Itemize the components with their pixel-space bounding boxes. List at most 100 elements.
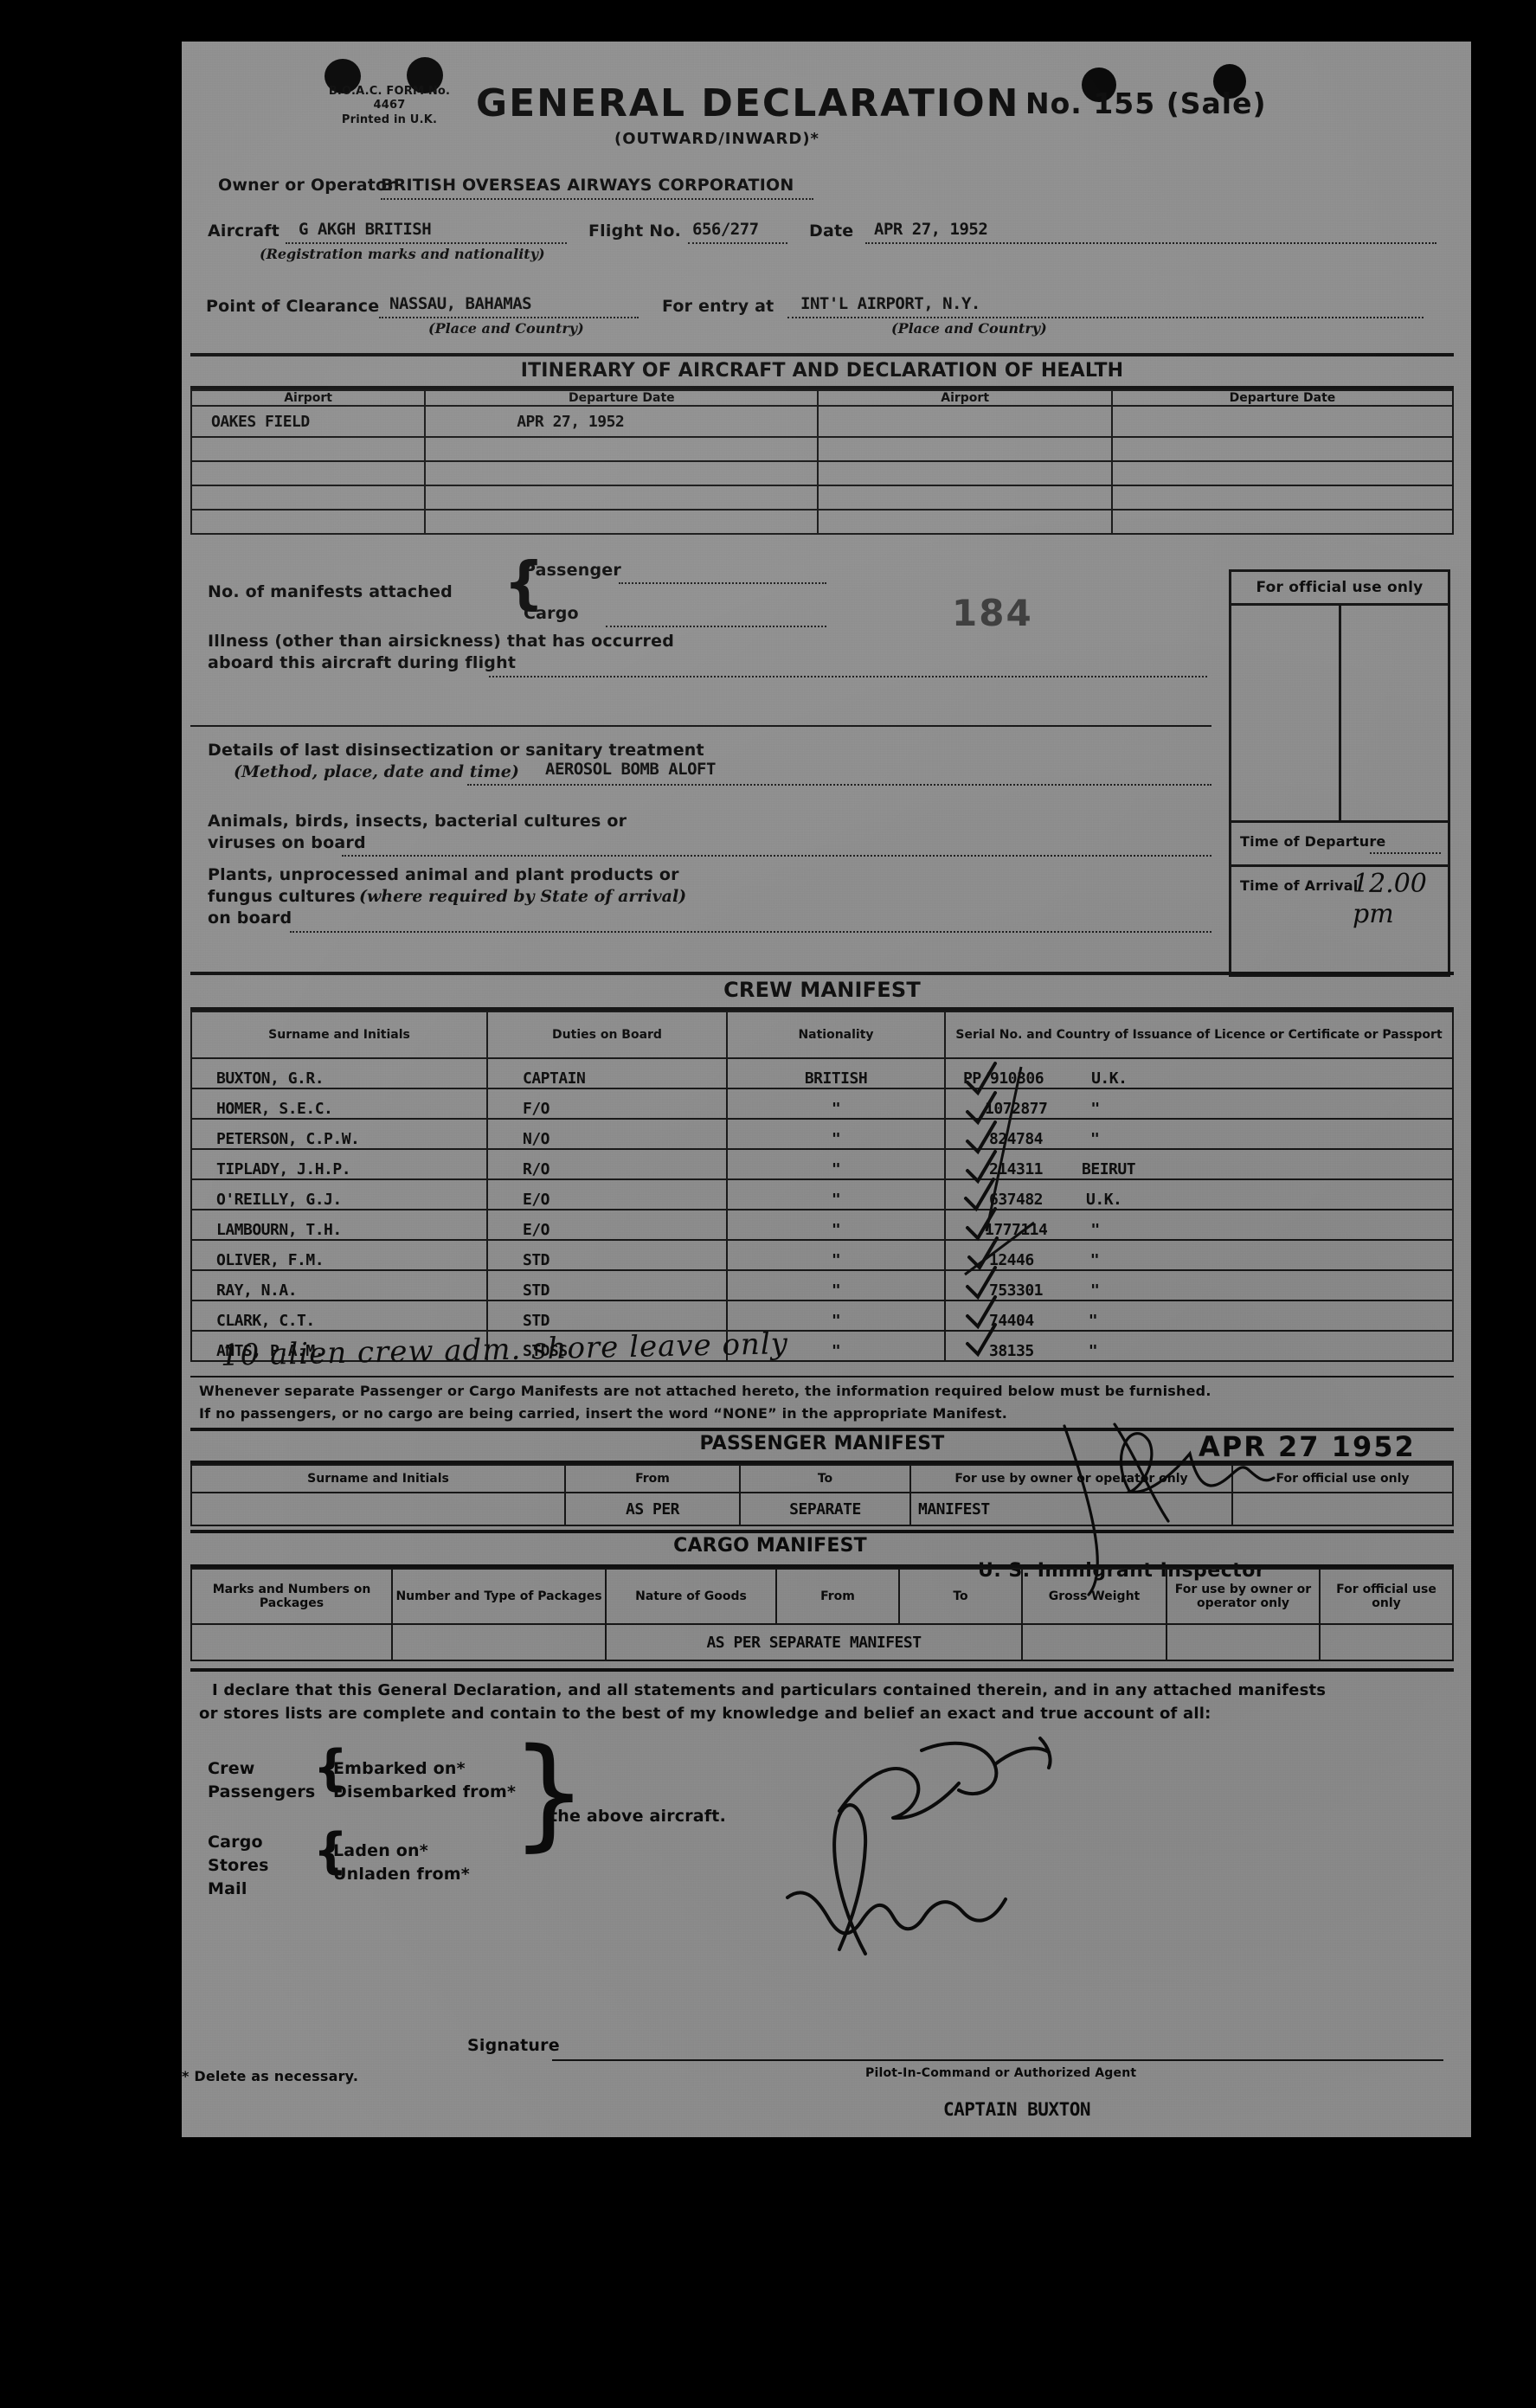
table-row: AS PER SEPARATE MANIFEST [190, 1623, 1454, 1661]
crew-nationality: " [726, 1300, 946, 1332]
official-use-cell-right [1341, 606, 1449, 820]
form-subtitle: (OUTWARD/INWARD)* [614, 130, 819, 148]
inspector-stamp-date: APR 27 1952 [1199, 1430, 1416, 1463]
crew-rows: BUXTON, G.R. CAPTAIN BRITISH PP/910306 U… [190, 1057, 1454, 1362]
cargo-col-official-use: For official use only [1319, 1568, 1454, 1625]
crew-serial: 1072877 [985, 1100, 1048, 1118]
crew-nationality: " [726, 1269, 946, 1301]
form-number: No. 155 (Sale) [1025, 87, 1267, 120]
cargo-col-owner-use: For use by owner or operator only [1166, 1568, 1321, 1625]
owner-rule [381, 198, 813, 200]
crew-name: CLARK, C.T. [190, 1300, 488, 1332]
crew-nationality: " [726, 1209, 946, 1241]
cargo-col-weight: Gross Weight [1021, 1568, 1167, 1625]
crew-serial: 753301 [989, 1281, 1044, 1300]
table-row: CLARK, C.T. STD " 74404 " [190, 1300, 1454, 1332]
crew-serial-cell: 1777114 " [944, 1209, 1454, 1241]
pilot-signature [786, 1737, 1052, 1955]
table-row: PETERSON, C.P.W. N/O " 824784 " [190, 1118, 1454, 1150]
itinerary-row [190, 509, 1455, 536]
crew-country: U.K. [1086, 1191, 1122, 1209]
time-arrival-row: Time of Arrival 12.00 pm [1231, 867, 1448, 929]
disinsect-label-line1: Details of last disinsectization or sani… [208, 741, 704, 760]
table-row: O'REILLY, G.J. E/O " 637482 U.K. [190, 1178, 1454, 1210]
passenger-col-name: Surname and Initials [190, 1464, 566, 1493]
crew-name: TIPLADY, J.H.P. [190, 1148, 488, 1180]
crew-duty: STD [486, 1239, 728, 1271]
passenger-cell: SEPARATE [739, 1492, 911, 1526]
crew-name: PETERSON, C.P.W. [190, 1118, 488, 1150]
passenger-header-row: Surname and Initials From To For use by … [190, 1464, 1454, 1493]
crew-serial-cell: 214311 BEIRUT [944, 1148, 1454, 1180]
brace-laden: { [313, 1823, 349, 1879]
crew-duty: N/O [486, 1118, 728, 1150]
entry-label: For entry at [662, 297, 774, 316]
cargo-cell [391, 1623, 607, 1661]
passenger-cell: MANIFEST [909, 1492, 1233, 1526]
cargo-manifest-table: Marks and Numbers on Packages Number and… [190, 1568, 1454, 1661]
table-row: ANTS, P.A.M. STDSS " 38135 " [190, 1330, 1454, 1362]
cargo-note: AS PER SEPARATE MANIFEST [605, 1623, 1023, 1661]
itinerary-cell: OAKES FIELD [190, 405, 427, 439]
manifests-attached-label: No. of manifests attached [208, 582, 453, 601]
itinerary-cell [1110, 405, 1455, 439]
date-value: APR 27, 1952 [874, 220, 988, 239]
crew-nationality: " [726, 1330, 946, 1362]
cargo-cell [1319, 1623, 1454, 1661]
crew-section-divider [190, 972, 1454, 975]
notice-line1: Whenever separate Passenger or Cargo Man… [199, 1383, 1211, 1399]
crew-nationality: " [726, 1148, 946, 1180]
plants-label-line2b: (where required by State of arrival) [359, 887, 687, 906]
ink-blot [1082, 67, 1116, 102]
crew-duty: CAPTAIN [486, 1057, 728, 1089]
cargo-col-number-type: Number and Type of Packages [391, 1568, 607, 1625]
table-row: BUXTON, G.R. CAPTAIN BRITISH PP/910306 U… [190, 1057, 1454, 1089]
time-departure-label: Time of Departure [1240, 833, 1386, 850]
crew-duty: STD [486, 1269, 728, 1301]
crew-country: " [1090, 1281, 1100, 1300]
time-arrival-value: 12.00 pm [1353, 869, 1427, 929]
official-use-grid [1231, 606, 1448, 823]
crew-col-nationality: Nationality [726, 1011, 946, 1059]
form-document: B.O.A.C. FORM No. 4467 Printed in U.K. G… [182, 42, 1471, 2137]
crew-country: " [1088, 1342, 1098, 1360]
brace-aircraft: } [511, 1723, 588, 1864]
declaration-embarked-on: Embarked on* [333, 1759, 466, 1778]
microfilm-page: B.O.A.C. FORM No. 4467 Printed in U.K. G… [182, 42, 1471, 2137]
crew-serial: 74404 [989, 1312, 1034, 1330]
declaration-item-cargo: Cargo [208, 1833, 263, 1852]
crew-serial: 12446 [989, 1251, 1034, 1269]
flight-value: 656/277 [692, 220, 759, 239]
declaration-item-passengers: Passengers [208, 1782, 316, 1801]
aircraft-label: Aircraft [208, 222, 280, 241]
crew-serial: 637482 [989, 1191, 1044, 1209]
section-divider [190, 353, 1454, 356]
time-departure-rule [1370, 852, 1441, 854]
crew-name: HOMER, S.E.C. [190, 1088, 488, 1120]
itinerary-cell [817, 405, 1113, 439]
crew-nationality: " [726, 1118, 946, 1150]
date-label: Date [809, 222, 854, 241]
crew-serial: 824784 [989, 1130, 1044, 1148]
manifest-cargo-rule [606, 626, 826, 627]
passenger-cell [190, 1492, 566, 1526]
time-departure-row: Time of Departure [1231, 823, 1448, 867]
crew-duty: F/O [486, 1088, 728, 1120]
passenger-cell [1231, 1492, 1454, 1526]
crew-nationality: " [726, 1088, 946, 1120]
declaration-item-stores: Stores [208, 1856, 269, 1875]
crew-country: U.K. [1091, 1069, 1128, 1088]
declaration-unladen-from: Unladen from* [333, 1865, 470, 1884]
cargo-col-marks: Marks and Numbers on Packages [190, 1568, 393, 1625]
crew-serial-cell: PP/910306 U.K. [944, 1057, 1454, 1089]
itinerary-top-rule [190, 386, 1454, 389]
itinerary-header-row: Airport Departure Date Airport Departure… [190, 388, 1455, 408]
table-row: OLIVER, F.M. STD " 12446 " [190, 1239, 1454, 1271]
flight-label: Flight No. [588, 222, 682, 241]
entry-hint: (Place and Country) [891, 320, 1047, 337]
crew-country: " [1090, 1100, 1100, 1118]
clearance-rule [379, 317, 639, 318]
table-row: TIPLADY, J.H.P. R/O " 214311 BEIRUT [190, 1148, 1454, 1180]
crew-name: OLIVER, F.M. [190, 1239, 488, 1271]
crew-col-duty: Duties on Board [486, 1011, 728, 1059]
